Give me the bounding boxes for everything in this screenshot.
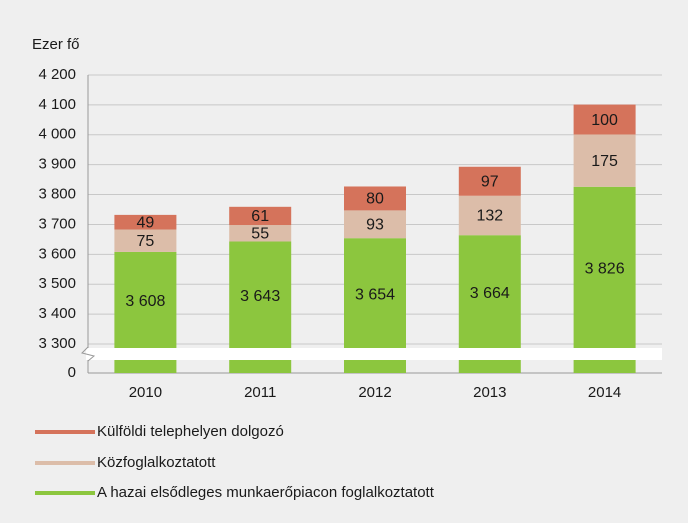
- x-tick-label: 2014: [588, 384, 621, 401]
- data-label: 3 643: [240, 288, 280, 305]
- bar-segment: [114, 229, 177, 252]
- data-label: 100: [591, 112, 618, 129]
- bar-segment: [229, 225, 292, 242]
- axis-break: [86, 348, 662, 360]
- legend-label: A hazai elsődleges munkaerőpiacon foglal…: [97, 484, 435, 501]
- y-tick-label: 3 900: [38, 156, 76, 173]
- bar-segment: [458, 195, 521, 236]
- y-tick-label: 3 700: [38, 215, 76, 232]
- y-tick-label: 3 500: [38, 275, 76, 292]
- y-tick-label: 3 300: [38, 335, 76, 352]
- x-tick-label: 2011: [244, 384, 276, 401]
- y-axis-label: Ezer fő: [32, 36, 80, 53]
- y-tick-label: 0: [68, 364, 76, 381]
- y-tick-label: 4 000: [38, 126, 76, 143]
- data-label: 3 826: [585, 261, 625, 278]
- y-tick-label: 3 400: [38, 305, 76, 322]
- data-label: 175: [591, 153, 618, 170]
- legend-label: Közfoglalkoztatott: [97, 454, 216, 471]
- bar-segment: [573, 186, 636, 373]
- legend-label: Külföldi telephelyen dolgozó: [97, 423, 284, 440]
- y-tick-label: 3 800: [38, 186, 76, 203]
- x-tick-label: 2012: [358, 384, 391, 401]
- data-label: 3 654: [355, 286, 395, 303]
- x-tick-label: 2010: [129, 384, 162, 401]
- data-label: 93: [366, 217, 384, 234]
- bar-segment: [573, 104, 636, 135]
- data-label: 3 608: [125, 293, 165, 310]
- bar-segment: [229, 206, 292, 226]
- bar-segment: [344, 210, 406, 239]
- bar-segment: [344, 186, 406, 211]
- data-label: 49: [137, 214, 155, 231]
- bar-segment: [114, 214, 177, 230]
- y-tick-label: 4 200: [38, 66, 76, 83]
- y-tick-label: 4 100: [38, 96, 76, 113]
- data-label: 97: [481, 173, 499, 190]
- axis-break-mark: [81, 346, 96, 362]
- data-label: 132: [476, 208, 503, 225]
- bar-segment: [458, 166, 521, 196]
- data-label: 55: [251, 225, 269, 242]
- bar-segment: [573, 134, 636, 187]
- x-tick-label: 2013: [473, 384, 506, 401]
- data-label: 75: [137, 233, 155, 250]
- data-label: 61: [251, 208, 269, 225]
- data-label: 80: [366, 191, 384, 208]
- data-label: 3 664: [470, 285, 510, 302]
- y-tick-label: 3 600: [38, 245, 76, 262]
